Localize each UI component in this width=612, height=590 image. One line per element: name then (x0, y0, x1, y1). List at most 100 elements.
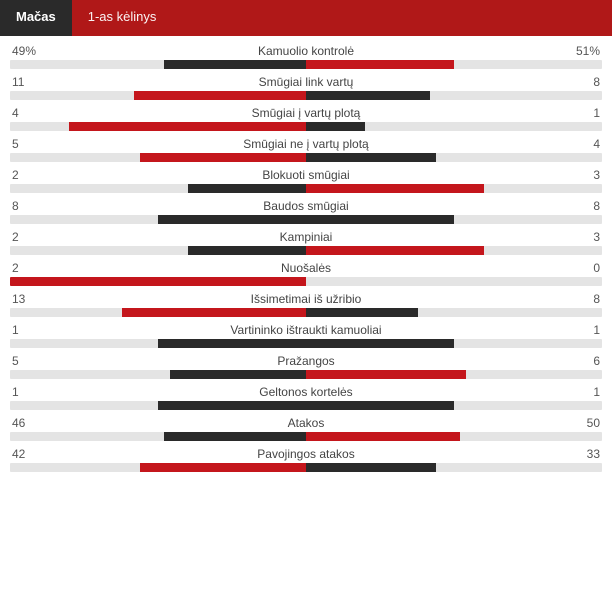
stat-away-bar (306, 91, 430, 100)
stat-away-value: 0 (550, 261, 600, 275)
stat-away-bar (306, 432, 460, 441)
stat-home-bar (170, 370, 306, 379)
stat-header: 49%Kamuolio kontrolė51% (10, 42, 602, 60)
stat-label: Vartininko ištraukti kamuoliai (62, 323, 550, 337)
stat-away-bar (306, 153, 436, 162)
stat-home-value: 11 (12, 75, 62, 89)
stat-label: Smūgiai ne į vartų plotą (62, 137, 550, 151)
stat-label: Pavojingos atakos (62, 447, 550, 461)
stat-away-value: 4 (550, 137, 600, 151)
stat-label: Geltonos kortelės (62, 385, 550, 399)
stat-away-value: 1 (550, 106, 600, 120)
stat-home-value: 46 (12, 416, 62, 430)
stat-header: 5Smūgiai ne į vartų plotą4 (10, 135, 602, 153)
stat-away-bar (306, 60, 454, 69)
stat-label: Atakos (62, 416, 550, 430)
stat-bar-track (10, 153, 602, 162)
stat-home-value: 2 (12, 168, 62, 182)
stat-away-value: 8 (550, 199, 600, 213)
stat-row: 5Pražangos6 (10, 352, 602, 379)
stat-header: 13Išsimetimai iš užribio8 (10, 290, 602, 308)
stat-row: 1Geltonos kortelės1 (10, 383, 602, 410)
stat-home-bar (69, 122, 306, 131)
stat-header: 46Atakos50 (10, 414, 602, 432)
stat-header: 8Baudos smūgiai8 (10, 197, 602, 215)
stat-header: 42Pavojingos atakos33 (10, 445, 602, 463)
stat-header: 2Kampiniai3 (10, 228, 602, 246)
stat-bar-track (10, 308, 602, 317)
stat-row: 8Baudos smūgiai8 (10, 197, 602, 224)
stat-row: 5Smūgiai ne į vartų plotą4 (10, 135, 602, 162)
stat-home-bar (188, 246, 306, 255)
stat-home-bar (158, 339, 306, 348)
stat-home-value: 49% (12, 44, 62, 58)
stat-bar-track (10, 60, 602, 69)
stat-bar-track (10, 432, 602, 441)
stat-header: 1Geltonos kortelės1 (10, 383, 602, 401)
tab-half1[interactable]: 1-as kėlinys (72, 0, 173, 36)
stat-bar-track (10, 246, 602, 255)
stats-panel: 49%Kamuolio kontrolė51%11Smūgiai link va… (0, 36, 612, 486)
stat-label: Kamuolio kontrolė (62, 44, 550, 58)
stat-away-bar (306, 463, 436, 472)
stat-home-value: 4 (12, 106, 62, 120)
stat-row: 4Smūgiai į vartų plotą1 (10, 104, 602, 131)
stat-row: 2Blokuoti smūgiai3 (10, 166, 602, 193)
stat-bar-track (10, 91, 602, 100)
stat-away-bar (306, 215, 454, 224)
stat-away-bar (306, 246, 484, 255)
tabs-bar: Mačas1-as kėlinys (0, 0, 612, 36)
stat-home-value: 1 (12, 323, 62, 337)
stat-home-bar (134, 91, 306, 100)
stat-away-bar (306, 339, 454, 348)
stat-home-bar (140, 463, 306, 472)
stat-home-bar (10, 277, 306, 286)
stat-away-value: 3 (550, 168, 600, 182)
stat-label: Kampiniai (62, 230, 550, 244)
stat-header: 2Nuošalės0 (10, 259, 602, 277)
stat-label: Smūgiai link vartų (62, 75, 550, 89)
stat-header: 4Smūgiai į vartų plotą1 (10, 104, 602, 122)
stat-row: 1Vartininko ištraukti kamuoliai1 (10, 321, 602, 348)
stat-bar-track (10, 277, 602, 286)
stat-home-value: 8 (12, 199, 62, 213)
stat-home-value: 5 (12, 354, 62, 368)
stat-header: 2Blokuoti smūgiai3 (10, 166, 602, 184)
stat-row: 42Pavojingos atakos33 (10, 445, 602, 472)
stat-bar-track (10, 184, 602, 193)
tab-match[interactable]: Mačas (0, 0, 72, 36)
stat-header: 11Smūgiai link vartų8 (10, 73, 602, 91)
stat-label: Nuošalės (62, 261, 550, 275)
stat-home-bar (188, 184, 306, 193)
stat-bar-track (10, 215, 602, 224)
stat-bar-track (10, 339, 602, 348)
stat-away-bar (306, 370, 466, 379)
stat-home-bar (122, 308, 306, 317)
stat-home-bar (158, 401, 306, 410)
stat-home-value: 5 (12, 137, 62, 151)
stat-row: 13Išsimetimai iš užribio8 (10, 290, 602, 317)
stat-row: 49%Kamuolio kontrolė51% (10, 42, 602, 69)
stat-row: 2Nuošalės0 (10, 259, 602, 286)
stat-away-value: 8 (550, 75, 600, 89)
stat-away-value: 3 (550, 230, 600, 244)
stat-bar-track (10, 370, 602, 379)
stat-label: Blokuoti smūgiai (62, 168, 550, 182)
stat-home-bar (164, 432, 306, 441)
stat-label: Išsimetimai iš užribio (62, 292, 550, 306)
stat-bar-track (10, 401, 602, 410)
stat-header: 5Pražangos6 (10, 352, 602, 370)
stat-home-value: 13 (12, 292, 62, 306)
stat-away-bar (306, 122, 365, 131)
stat-row: 2Kampiniai3 (10, 228, 602, 255)
stat-bar-track (10, 122, 602, 131)
stat-header: 1Vartininko ištraukti kamuoliai1 (10, 321, 602, 339)
stat-label: Pražangos (62, 354, 550, 368)
stat-away-value: 8 (550, 292, 600, 306)
stat-bar-track (10, 463, 602, 472)
stat-home-value: 42 (12, 447, 62, 461)
stat-row: 11Smūgiai link vartų8 (10, 73, 602, 100)
stat-label: Baudos smūgiai (62, 199, 550, 213)
stat-home-value: 2 (12, 230, 62, 244)
stat-row: 46Atakos50 (10, 414, 602, 441)
